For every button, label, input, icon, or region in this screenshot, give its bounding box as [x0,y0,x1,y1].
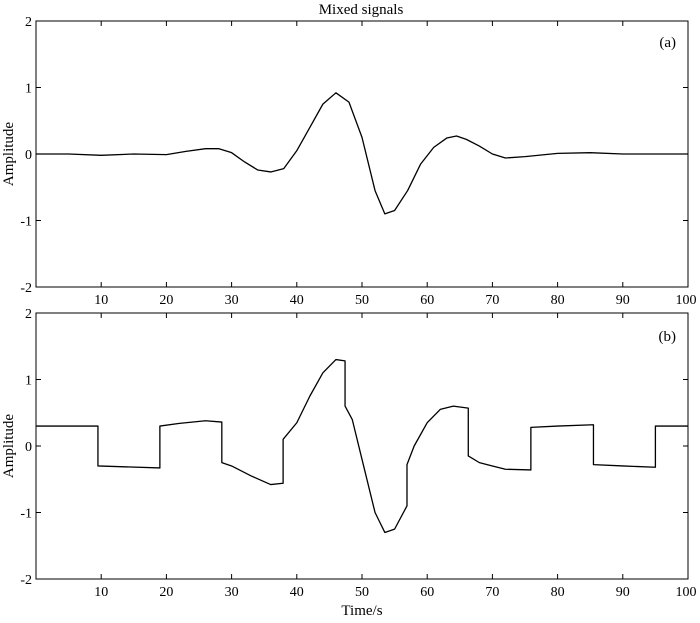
panel-b-y-tick-label: 0 [25,440,32,455]
panel-a-x-tick-label: 20 [159,293,173,308]
panel-a-y-tick-label: -2 [20,281,32,296]
panel-b-signal-line [36,358,688,534]
panel-b-axes-frame [35,312,689,580]
panel-a-x-tick-label: 40 [290,293,304,308]
panel-b-y-tick-label: -1 [20,507,32,522]
panel-b-x-tick-label: 20 [159,585,173,600]
panel-a-x-tick-label: 70 [485,293,499,308]
panel-a-x-tick-label: 100 [676,293,697,308]
panel-b-x-tick-label: 70 [485,585,499,600]
panel-a-x-tick-label: 30 [225,293,239,308]
panel-a-x-tick-label: 10 [94,293,108,308]
panel-b-x-tick-label: 90 [616,585,630,600]
panel-a-y-tick-label: 2 [25,15,32,30]
panel-a-y-tick-label: -1 [20,215,32,230]
panel-b-x-tick-label: 30 [225,585,239,600]
panel-a-y-axis-label: Amplitude [1,122,17,187]
panel-a: 10 20 30 40 50 60 70 80 90 100 -2 -1 0 1 2 (a) Amplitu… [1,15,697,308]
panel-b-y-axis-label: Amplitude [1,414,17,479]
panel-b-x-tick-label: 50 [355,585,369,600]
panel-a-signal-line [36,92,688,215]
panel-b-x-tick-label: 40 [290,585,304,600]
panel-b-label: (b) [659,329,677,345]
panel-a-tick-labels: 10 20 30 40 50 60 70 80 90 100 -2 -1 0 1 2 [20,15,696,308]
panel-b-x-tick-label: 10 [94,585,108,600]
panel-b-tick-labels: 10 20 30 40 50 60 70 80 90 100 -2 -1 0 1 2 [20,307,696,600]
panel-a-x-tick-label: 90 [616,293,630,308]
figure-title: Mixed signals [319,2,404,18]
panel-a-x-tick-label: 80 [551,293,565,308]
panel-b-ticks [36,312,689,580]
panel-b-x-axis-label: Time/s [341,603,382,619]
panel-b-x-tick-label: 100 [676,585,697,600]
panel-b-y-tick-label: -2 [20,573,32,588]
panel-a-ticks [36,20,689,288]
panel-b-x-tick-label: 60 [420,585,434,600]
panel-a-y-tick-label: 1 [25,82,32,97]
panel-a-x-tick-label: 60 [420,293,434,308]
panel-a-y-tick-label: 0 [25,148,32,163]
panel-a-label: (a) [659,35,676,51]
panel-b-x-tick-label: 80 [551,585,565,600]
panel-a-x-tick-label: 50 [355,293,369,308]
panel-b-y-tick-label: 2 [25,307,32,322]
panel-b-y-tick-label: 1 [25,374,32,389]
panel-b: 10 20 30 40 50 60 70 80 90 100 -2 -1 0 1 2 (b) Amplitu… [1,307,697,619]
